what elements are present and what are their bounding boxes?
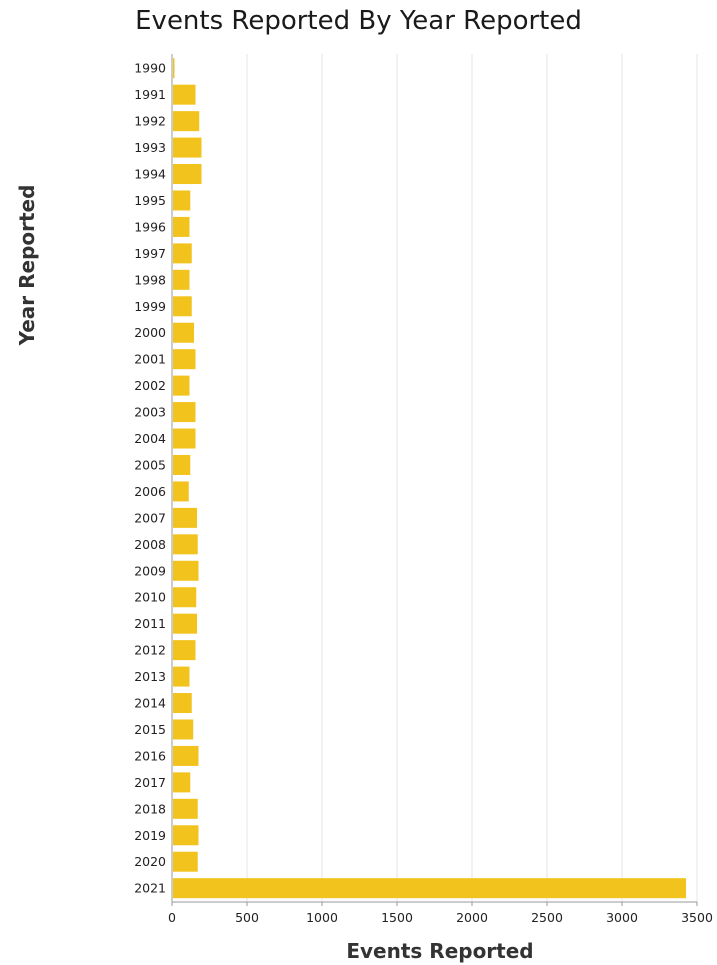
y-tick-label: 1994 [134,167,166,182]
bar [173,613,197,634]
bar [173,137,202,158]
x-tick-label: 3500 [681,910,713,925]
y-tick-label: 1992 [134,114,166,129]
bar [173,507,197,528]
y-tick-label: 2002 [134,378,166,393]
y-tick-label: 2017 [134,775,166,790]
bar [173,719,194,740]
bar [173,693,192,714]
bars-layer [173,58,686,899]
x-tick-label: 2000 [456,910,488,925]
y-tick-label: 2021 [134,881,166,896]
y-tick-label: 2004 [134,431,166,446]
y-tick-label: 2020 [134,854,166,869]
bar [173,825,199,846]
y-tick-label: 1990 [134,61,166,76]
bar [173,428,196,449]
bar [173,851,198,872]
y-tick-label: 1995 [134,193,166,208]
y-tick-label: 2014 [134,696,166,711]
bar [173,164,202,185]
y-tick-label: 2008 [134,537,166,552]
y-tick-label: 2015 [134,722,166,737]
bar [173,666,190,687]
y-tick-label: 2010 [134,590,166,605]
y-tick-label: 2005 [134,457,166,472]
x-tick-label: 3000 [606,910,638,925]
bar [173,745,199,766]
bar [173,878,686,899]
y-tick-label: 2016 [134,748,166,763]
bar [173,481,189,502]
bar [173,454,191,475]
chart-title: Events Reported By Year Reported [135,6,582,36]
y-tick-label: 2001 [134,352,166,367]
x-tick-label: 1500 [381,910,413,925]
y-tick-label: 2007 [134,510,166,525]
bar [173,243,192,264]
y-tick-label: 2013 [134,669,166,684]
x-tick-label: 0 [168,910,176,925]
bar [173,190,191,211]
y-tick-label: 2000 [134,325,166,340]
x-tick-label: 2500 [531,910,563,925]
y-tick-label: 1998 [134,272,166,287]
y-tick-label: 1993 [134,140,166,155]
y-tick-label: 1999 [134,299,166,314]
y-tick-label: 1991 [134,87,166,102]
grid-layer [246,54,698,902]
bar [173,58,175,79]
bar [173,640,196,661]
bar [173,216,190,237]
y-tick-label: 2011 [134,616,166,631]
bar [173,111,200,132]
y-tick-label: 2006 [134,484,166,499]
y-tick-label: 1996 [134,219,166,234]
bar [173,296,192,317]
x-tick-label: 1000 [306,910,338,925]
y-tick-label: 2018 [134,801,166,816]
axis-layer: 0 500 1000 1500 2000 2500 3000 3500 1990 1991 1992… [134,54,713,925]
y-tick-label: 2012 [134,643,166,658]
bar [173,798,198,819]
y-axis-title: Year Reported [15,185,39,347]
bar [173,560,199,581]
bar [173,587,197,608]
y-tick-label: 1997 [134,246,166,261]
bar [173,402,196,423]
bar [173,534,198,555]
bar [173,322,194,343]
x-axis-title: Events Reported [346,939,533,963]
x-tick-label: 500 [235,910,259,925]
bar [173,772,191,793]
y-tick-label: 2009 [134,563,166,578]
bar [173,349,196,370]
bar [173,375,190,396]
y-tick-label: 2019 [134,828,166,843]
bar [173,269,190,290]
y-tick-label: 2003 [134,405,166,420]
bar [173,84,196,105]
